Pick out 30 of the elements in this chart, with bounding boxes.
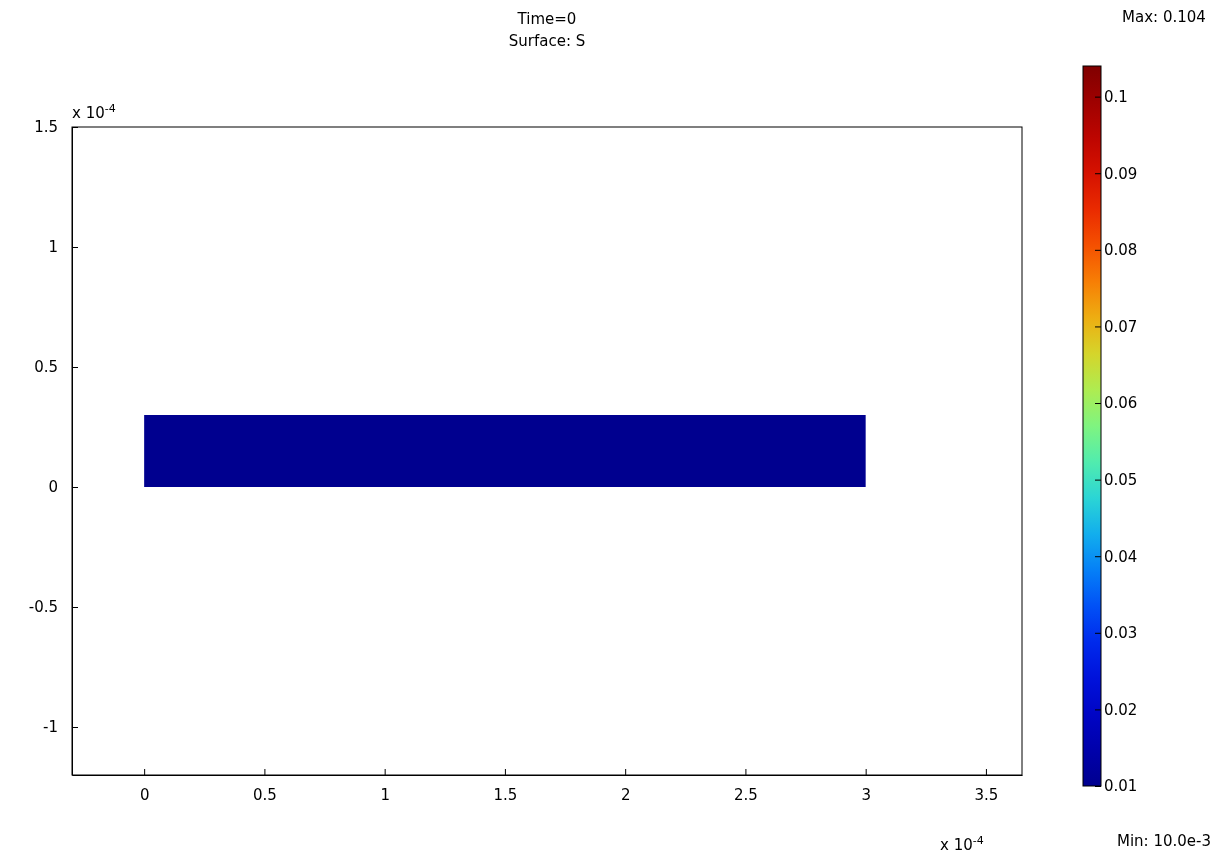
y-tick-label: -0.5 xyxy=(28,598,58,617)
y-tick-label: 0.5 xyxy=(34,358,58,377)
color-bar-label: 0.02 xyxy=(1104,700,1138,719)
color-bar-label: 0.01 xyxy=(1104,777,1138,796)
y-tick-label: 0 xyxy=(48,478,58,497)
text: x 10$^{-4}$ xyxy=(940,833,984,854)
x-tick-label: 1 xyxy=(380,785,390,804)
color-bar-label: 0.05 xyxy=(1104,470,1138,489)
chart-title: Time=0 xyxy=(516,10,577,28)
x-tick-label: 0 xyxy=(139,785,150,804)
x-tick-label: 3.5 xyxy=(974,785,999,804)
color-bar-label: 0.03 xyxy=(1104,624,1138,643)
color-bar-label: 0.07 xyxy=(1104,317,1138,336)
y-tick-label: -1 xyxy=(43,718,58,737)
color-bar-label: 0.06 xyxy=(1104,394,1138,413)
color-bar-label: 0.04 xyxy=(1104,547,1138,566)
chart-subtitle: Surface: S xyxy=(508,32,586,50)
text: x 10$^{-4}$ xyxy=(72,101,116,122)
y-tick-label: 1.5 xyxy=(34,118,58,137)
color-bar-label: 0.08 xyxy=(1104,241,1138,260)
color-bar-label: 0.09 xyxy=(1104,164,1138,183)
text: Min: 10.0e-3 xyxy=(1116,832,1212,850)
text: Max: 0.104 xyxy=(1122,8,1206,26)
x-tick-label: 3 xyxy=(861,785,871,804)
x-tick-label: 2.5 xyxy=(733,785,758,804)
x-tick-label: 1.5 xyxy=(493,785,518,804)
y-tick-label: 1 xyxy=(48,238,58,257)
color-bar-label: 0.1 xyxy=(1104,87,1128,106)
x-tick-label: 0.5 xyxy=(252,785,277,804)
x-tick-label: 2 xyxy=(620,785,631,804)
